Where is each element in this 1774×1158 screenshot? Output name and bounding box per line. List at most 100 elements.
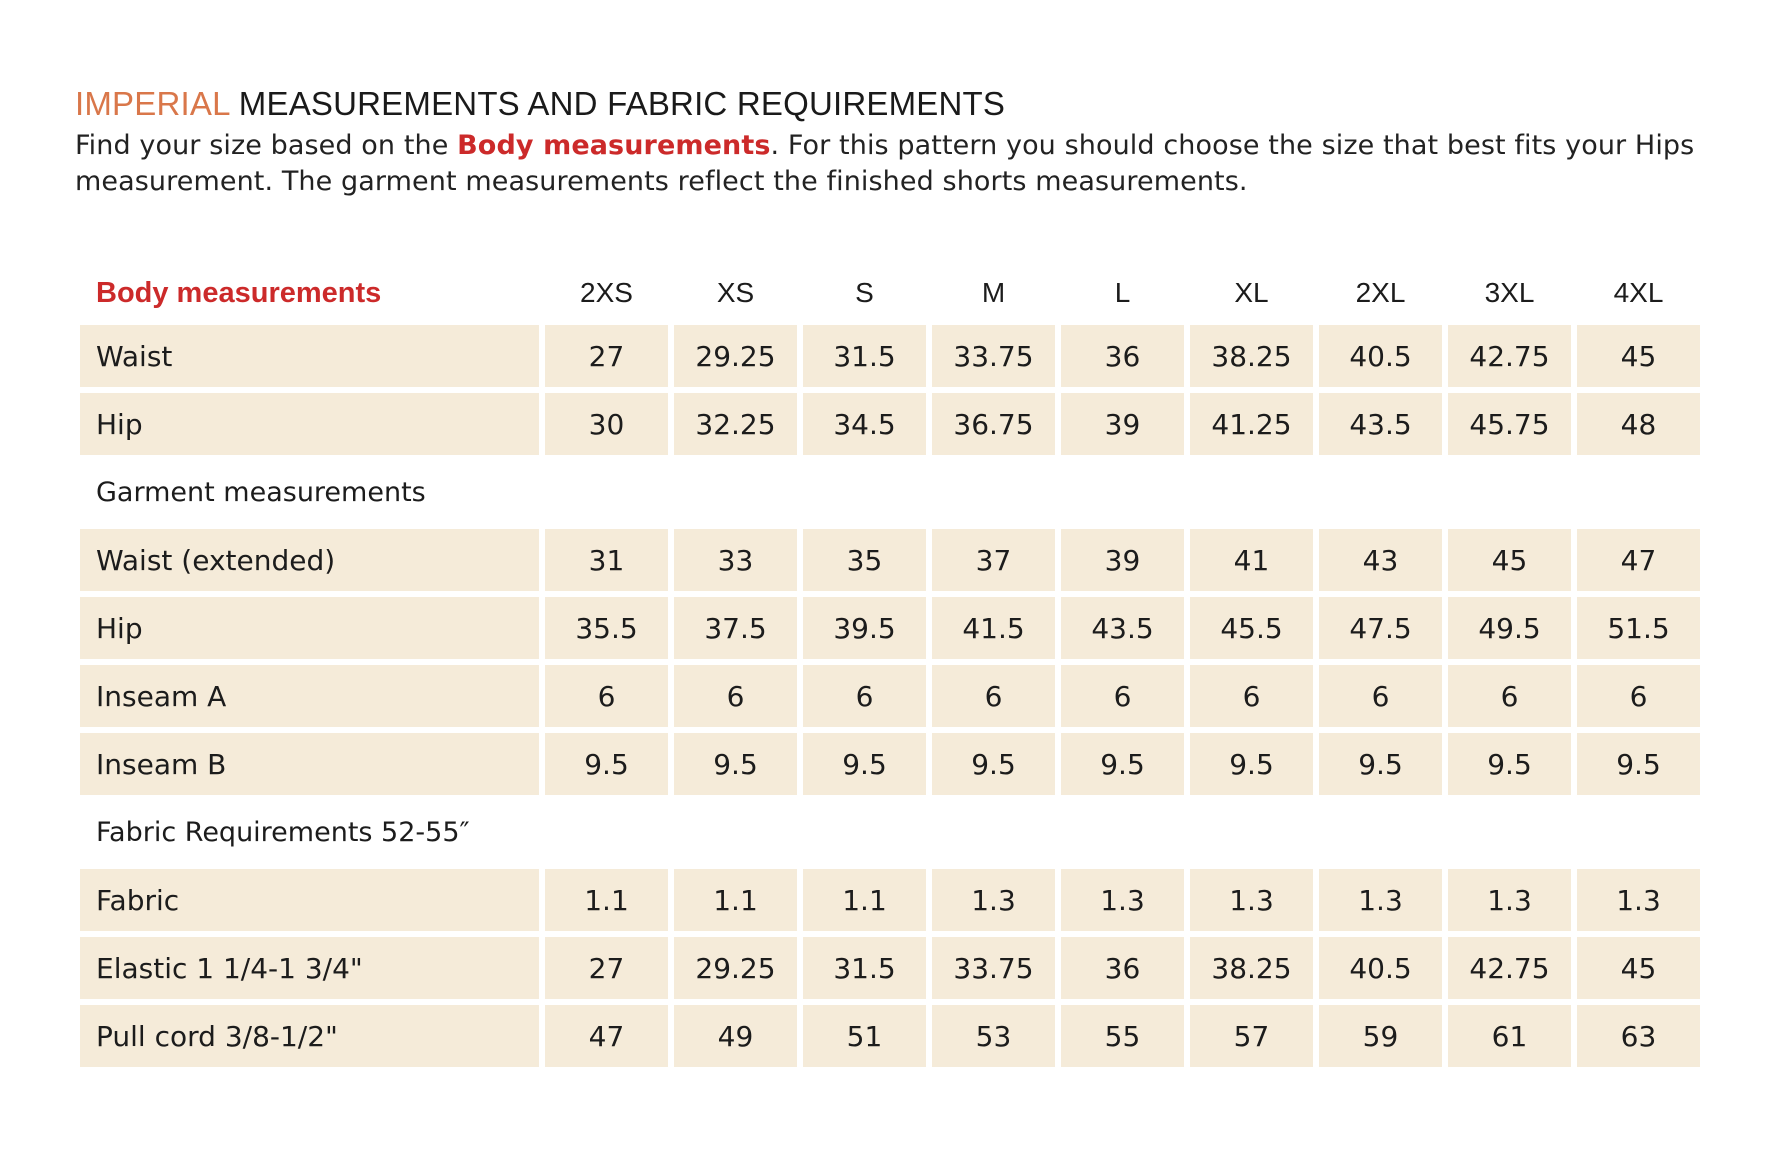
table-cell: 47.5 (1319, 597, 1442, 659)
table-cell: 1.3 (932, 869, 1055, 931)
fabric-requirements-rows: Fabric 1.1 1.1 1.1 1.3 1.3 1.3 1.3 1.3 1.3 Elastic… (80, 869, 1700, 1067)
table-row: Inseam B 9.5 9.5 9.5 9.5 9.5 9.5 9.5 9.5 9.5 (80, 733, 1700, 795)
table-cell: 27 (545, 325, 668, 387)
table-cell: 36 (1061, 937, 1184, 999)
table-cell: 9.5 (674, 733, 797, 795)
size-header: L (1114, 277, 1131, 308)
table-cell: 53 (932, 1005, 1055, 1067)
table-cell: 36.75 (932, 393, 1055, 455)
table-cell: 40.5 (1319, 325, 1442, 387)
table-cell: 33.75 (932, 937, 1055, 999)
table-cell: 39 (1061, 393, 1184, 455)
table-cell: 9.5 (1061, 733, 1184, 795)
table-cell: 43 (1319, 529, 1442, 591)
table-cell: 38.25 (1190, 325, 1313, 387)
table-cell: 45 (1448, 529, 1571, 591)
size-header: S (855, 277, 874, 308)
table-cell: 6 (1448, 665, 1571, 727)
table-cell: 61 (1448, 1005, 1571, 1067)
table-cell: 1.3 (1319, 869, 1442, 931)
table-cell: 9.5 (545, 733, 668, 795)
title-accent: IMPERIAL (75, 85, 230, 122)
table-cell: 39.5 (803, 597, 926, 659)
garment-measurements-rows: Waist (extended) 31 33 35 37 39 41 43 45 47 Hip 35.… (80, 529, 1700, 795)
intro-before: Find your size based on the (75, 130, 458, 161)
fabric-section-label: Fabric Requirements 52-55″ (96, 816, 470, 848)
table-cell: 1.1 (545, 869, 668, 931)
intro-text: Find your size based on the Body measure… (75, 128, 1715, 200)
table-cell: 31.5 (803, 937, 926, 999)
table-row: Waist 27 29.25 31.5 33.75 36 38.25 40.5 42.75 45 (80, 325, 1700, 387)
table-cell: 1.3 (1190, 869, 1313, 931)
table-cell: 49 (674, 1005, 797, 1067)
table-cell: 9.5 (1190, 733, 1313, 795)
table-cell: 31.5 (803, 325, 926, 387)
table-cell: 48 (1577, 393, 1700, 455)
table-cell: 42.75 (1448, 937, 1571, 999)
table-cell: 6 (1061, 665, 1184, 727)
table-cell: 9.5 (932, 733, 1055, 795)
table-cell: 63 (1577, 1005, 1700, 1067)
row-label: Hip (80, 597, 539, 659)
table-row: Hip 35.5 37.5 39.5 41.5 43.5 45.5 47.5 49.5 51.5 (80, 597, 1700, 659)
table-cell: 33.75 (932, 325, 1055, 387)
table-cell: 9.5 (1319, 733, 1442, 795)
row-label: Inseam B (80, 733, 539, 795)
size-header: 2XS (580, 277, 633, 308)
table-cell: 41 (1190, 529, 1313, 591)
table-cell: 6 (932, 665, 1055, 727)
section-heading-row: Garment measurements (80, 461, 1700, 523)
table-cell: 1.3 (1577, 869, 1700, 931)
table-cell: 47 (545, 1005, 668, 1067)
body-measurements-rows: Waist 27 29.25 31.5 33.75 36 38.25 40.5 42.75 45 H… (80, 325, 1700, 455)
table-cell: 51.5 (1577, 597, 1700, 659)
table-cell: 37.5 (674, 597, 797, 659)
table-cell: 31 (545, 529, 668, 591)
size-header: 3XL (1484, 277, 1535, 308)
table-cell: 1.3 (1061, 869, 1184, 931)
row-label: Hip (80, 393, 539, 455)
row-label: Fabric (80, 869, 539, 931)
table-cell: 59 (1319, 1005, 1442, 1067)
table-row: Fabric 1.1 1.1 1.1 1.3 1.3 1.3 1.3 1.3 1.3 (80, 869, 1700, 931)
size-header: XS (716, 277, 755, 308)
table-row: Hip 30 32.25 34.5 36.75 39 41.25 43.5 45.75 48 (80, 393, 1700, 455)
table-cell: 45 (1577, 325, 1700, 387)
table-row: Elastic 1 1/4-1 3/4" 27 29.25 31.5 33.75 36 38… (80, 937, 1700, 999)
table-cell: 6 (674, 665, 797, 727)
table-cell: 6 (545, 665, 668, 727)
table-cell: 29.25 (674, 937, 797, 999)
table-cell: 6 (1577, 665, 1700, 727)
header-corner-label: Body measurements (96, 276, 382, 309)
table-cell: 55 (1061, 1005, 1184, 1067)
row-label: Pull cord 3/8-1/2" (80, 1005, 539, 1067)
table-cell: 32.25 (674, 393, 797, 455)
table-cell: 1.1 (674, 869, 797, 931)
table-cell: 37 (932, 529, 1055, 591)
size-header: 2XL (1355, 277, 1406, 308)
table-cell: 6 (803, 665, 926, 727)
intro-after: . For this pattern you should choose the… (75, 130, 1695, 197)
table-cell: 57 (1190, 1005, 1313, 1067)
table-cell: 33 (674, 529, 797, 591)
table-cell: 36 (1061, 325, 1184, 387)
table-cell: 45.5 (1190, 597, 1313, 659)
page-title: IMPERIAL MEASUREMENTS AND FABRIC REQUIRE… (75, 84, 1715, 124)
table-cell: 6 (1319, 665, 1442, 727)
page-header: IMPERIAL MEASUREMENTS AND FABRIC REQUIRE… (75, 84, 1715, 200)
table-cell: 35 (803, 529, 926, 591)
table-cell: 1.1 (803, 869, 926, 931)
size-header: XL (1234, 277, 1269, 308)
table-cell: 27 (545, 937, 668, 999)
title-rest: MEASUREMENTS AND FABRIC REQUIREMENTS (229, 85, 1006, 122)
size-header: M (981, 277, 1006, 308)
table-cell: 29.25 (674, 325, 797, 387)
size-chart-table: Body measurements 2XS XS S M L XL 2XL 3X… (80, 263, 1700, 1073)
table-cell: 42.75 (1448, 325, 1571, 387)
table-cell: 47 (1577, 529, 1700, 591)
table-cell: 41.5 (932, 597, 1055, 659)
table-cell: 9.5 (803, 733, 926, 795)
table-cell: 45.75 (1448, 393, 1571, 455)
table-cell: 38.25 (1190, 937, 1313, 999)
